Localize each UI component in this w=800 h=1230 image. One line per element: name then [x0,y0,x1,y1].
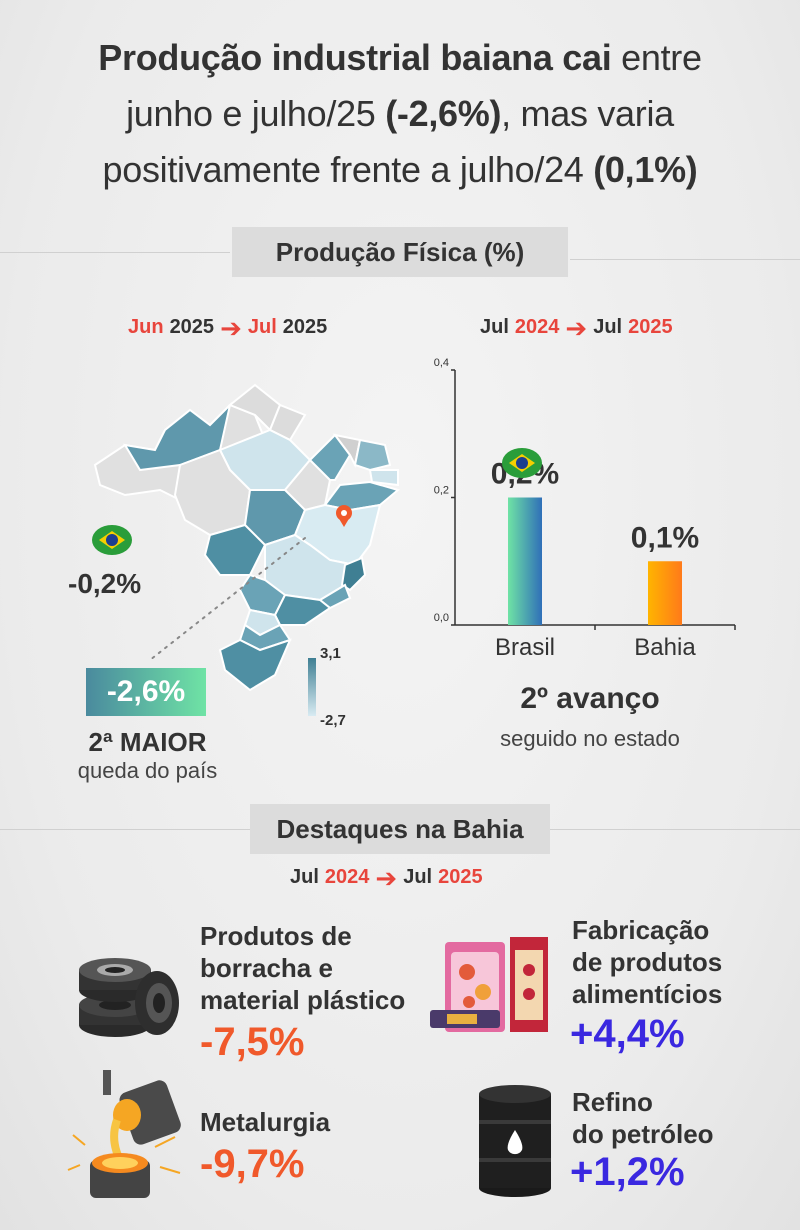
borracha-title: Produtos de borracha e material plástico [200,920,405,1016]
divider-left-2 [0,829,250,830]
bar-bahia [648,561,682,625]
alimenticios-line-3: alimentícios [572,979,723,1009]
section-title-text: Destaques na Bahia [276,813,524,844]
bahia-value-badge: -2,6% [86,668,206,716]
y-tick-label: 0,4 [434,357,449,369]
brazil-flag-icon-chart [502,448,542,478]
section-title-text: Produção Física (%) [275,236,525,267]
y-tick-label: 0,2 [434,485,449,497]
borracha-value: -7,5% [200,1020,305,1064]
period-from-year: 2024 [514,316,560,338]
borracha-line-3: material plástico [200,985,406,1015]
value-label-bahia: 0,1% [631,521,699,554]
refino-line-2: do petróleo [572,1119,714,1149]
tires-icon [79,958,179,1037]
headline: Produção industrial baiana cai entre jun… [40,30,760,198]
bahia-value: -2,6% [106,675,186,708]
period-from-month: Jul [290,866,319,888]
brazil-map [93,383,401,692]
chart-annotation-title: 2º avanço [520,682,660,715]
metalurgia-title: Metalurgia [200,1107,331,1137]
metalurgia-value: -9,7% [200,1142,305,1186]
period-to-month: Jul [247,316,277,338]
alimenticios-line-1: Fabricação [572,915,710,945]
chart-annotation-sub: seguido no estado [500,726,680,751]
y-tick-label: 0,0 [434,612,449,624]
divider-right-2 [550,829,800,830]
borracha-line-1: Produtos de [200,921,352,951]
refino-line-1: Refino [572,1087,653,1117]
borracha-line-2: borracha e [200,953,333,983]
rank-label: 2ª MAIOR [88,727,207,757]
period-to-month: Jul [593,316,623,338]
x-label-brasil: Brasil [495,634,555,661]
period-to-year: 2025 [628,316,673,338]
food-package-icon [430,937,548,1032]
crucible-icon [67,1070,181,1198]
refino-title: Refino do petróleo [572,1086,714,1150]
alimenticios-title: Fabricação de produtos alimentícios [572,914,722,1010]
headline-text-3: , mas varia [501,93,674,134]
headline-text-2: junho e julho/25 [126,93,386,134]
period-to-year: 2025 [438,866,483,888]
divider-left [0,252,230,253]
headline-text-4: positivamente frente a julho/24 [102,149,594,190]
arrow-right-icon: ➔ [565,312,588,343]
chart-period: Jul 2024 ➔ Jul 2025 [480,312,673,343]
headline-bold-3: (0,1%) [593,149,698,190]
legend-max: 3,1 [320,645,341,662]
bar-brasil [508,497,542,625]
brazil-map-value: -0,2% [68,568,142,599]
bahia-marker-icon [336,505,352,527]
headline-text-1: entre [611,37,702,78]
map-legend-gradient [308,658,316,716]
period-from-month: Jul [480,316,509,338]
refino-value: +1,2% [570,1150,685,1194]
headline-bold-1: Produção industrial baiana cai [98,37,612,78]
alimenticios-value: +4,4% [570,1012,685,1056]
highlights-period: Jul 2024 ➔ Jul 2025 [290,862,483,893]
arrow-right-icon: ➔ [220,312,242,343]
period-from-year: 2025 [169,316,215,338]
headline-bold-2: (-2,6%) [385,93,502,134]
map-period: Jun 2025 ➔ Jul 2025 [128,312,328,343]
arrow-right-icon: ➔ [375,862,398,893]
period-to-month: Jul [403,866,433,888]
period-from-month: Jun [128,316,164,338]
oil-barrel-icon [479,1085,551,1197]
x-label-bahia: Bahia [634,634,696,661]
divider-right [570,259,800,260]
rank-desc: queda do país [77,758,218,783]
section-title-producao: Produção Física (%) [232,227,568,277]
brazil-flag-icon [92,525,132,555]
legend-min: -2,7 [320,712,346,729]
alimenticios-line-2: de produtos [572,947,723,977]
period-from-year: 2024 [324,866,370,888]
period-to-year: 2025 [282,316,328,338]
section-title-destaques: Destaques na Bahia [250,804,550,854]
